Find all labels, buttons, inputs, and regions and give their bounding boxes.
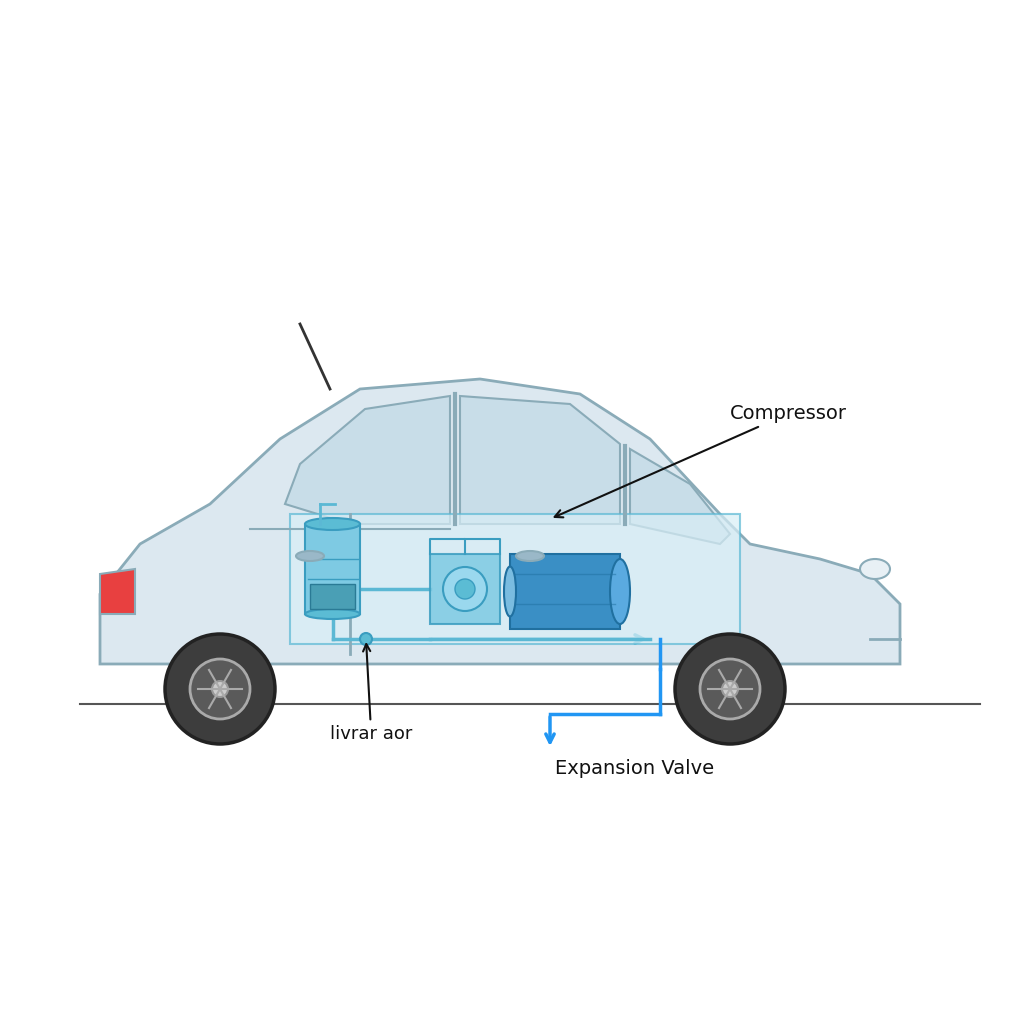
Circle shape <box>700 659 760 719</box>
Polygon shape <box>460 396 620 524</box>
Ellipse shape <box>305 518 360 530</box>
Circle shape <box>443 567 487 611</box>
Ellipse shape <box>504 566 516 616</box>
Circle shape <box>212 681 228 697</box>
Polygon shape <box>285 396 450 524</box>
Polygon shape <box>100 379 900 664</box>
Circle shape <box>360 633 372 645</box>
Ellipse shape <box>860 559 890 579</box>
Ellipse shape <box>516 551 544 561</box>
Ellipse shape <box>305 609 360 618</box>
Bar <box>430 554 500 624</box>
Ellipse shape <box>296 551 324 561</box>
Ellipse shape <box>610 559 630 624</box>
Bar <box>305 524 360 614</box>
Polygon shape <box>100 569 135 614</box>
Text: Expansion Valve: Expansion Valve <box>555 759 714 778</box>
Text: livrar aor: livrar aor <box>330 644 413 743</box>
Circle shape <box>722 681 738 697</box>
Text: Compressor: Compressor <box>555 404 847 517</box>
Circle shape <box>165 634 275 744</box>
Bar <box>510 554 620 629</box>
Circle shape <box>675 634 785 744</box>
Circle shape <box>455 579 475 599</box>
Bar <box>310 584 355 609</box>
Circle shape <box>190 659 250 719</box>
Bar <box>290 514 740 644</box>
Polygon shape <box>630 449 730 544</box>
